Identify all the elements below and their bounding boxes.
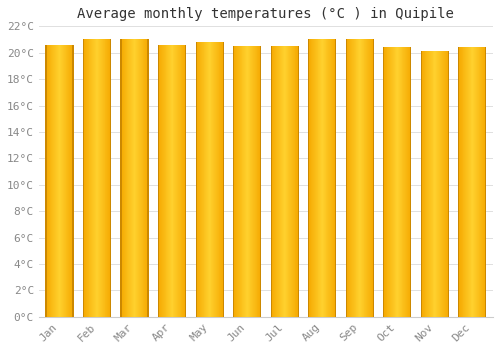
Title: Average monthly temperatures (°C ) in Quipile: Average monthly temperatures (°C ) in Qu… [78, 7, 454, 21]
Bar [372, 40, 374, 317]
Bar [335, 40, 336, 317]
Bar [158, 45, 159, 317]
Bar [270, 46, 272, 317]
Bar [421, 51, 422, 317]
Bar [110, 40, 111, 317]
Bar [83, 40, 84, 317]
Bar [298, 46, 299, 317]
Bar [410, 47, 412, 317]
Bar [222, 42, 224, 317]
Bar [346, 40, 347, 317]
Bar [233, 46, 234, 317]
Bar [185, 45, 186, 317]
Bar [448, 51, 449, 317]
Bar [120, 40, 122, 317]
Bar [458, 47, 460, 317]
Bar [383, 47, 384, 317]
Bar [260, 46, 261, 317]
Bar [308, 40, 310, 317]
Bar [72, 45, 74, 317]
